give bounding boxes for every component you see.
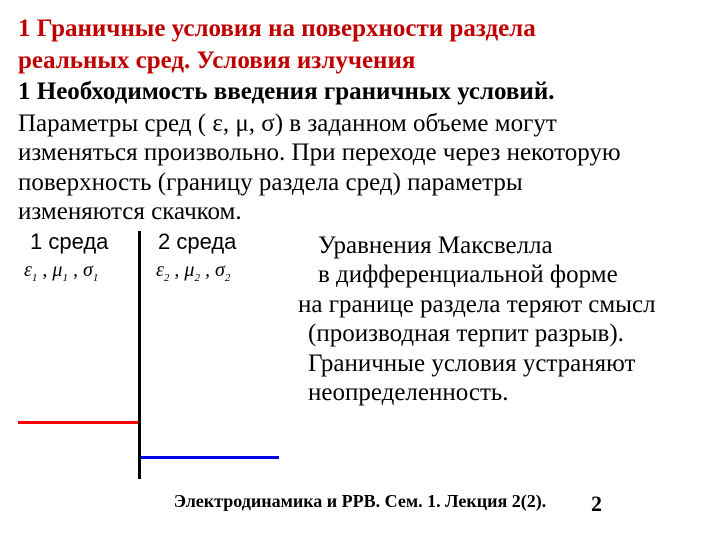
lower-row: 1 среда 2 среда ε1 , μ1 , σ1 ε2 , μ2 , σ…	[18, 231, 702, 491]
right-text-block: Уравнения Максвелла в дифференциальной ф…	[278, 231, 702, 408]
level-line-left	[18, 421, 138, 424]
right-line-3: на границе раздела теряют смысл	[278, 290, 702, 320]
right-line-6: неопределенность.	[278, 378, 702, 408]
body-line-3: поверхность (границу раздела сред) парам…	[18, 168, 702, 198]
body-line-2: изменяться произвольно. При переходе чер…	[18, 138, 702, 168]
label-medium-2: 2 среда	[158, 229, 236, 255]
footer-text: Электродинамика и РРВ. Сем. 1. Лекция 2(…	[174, 491, 547, 511]
right-line-5: Граничные условия устраняют	[278, 349, 702, 379]
level-line-right	[141, 456, 279, 459]
subtitle: 1 Необходимость введения граничных услов…	[18, 77, 702, 107]
footer: Электродинамика и РРВ. Сем. 1. Лекция 2(…	[18, 491, 702, 512]
params-right: ε2 , μ2 , σ2	[156, 259, 230, 284]
boundary-line	[138, 231, 141, 479]
params-left: ε1 , μ1 , σ1	[24, 259, 98, 284]
label-medium-1: 1 среда	[30, 229, 108, 255]
body-line-4: изменяются скачком.	[18, 197, 702, 227]
right-line-4: (производная терпит разрыв).	[278, 319, 702, 349]
boundary-diagram: 1 среда 2 среда ε1 , μ1 , σ1 ε2 , μ2 , σ…	[18, 231, 278, 491]
right-line-1: Уравнения Максвелла	[278, 231, 702, 261]
title-line-2: реальных сред. Условия излучения	[18, 46, 702, 76]
page-number: 2	[591, 491, 602, 517]
right-line-2: в дифференциальной форме	[278, 260, 702, 290]
body-line-1: Параметры сред ( ε, μ, σ) в заданном объ…	[18, 109, 702, 139]
title-line-1: 1 Граничные условия на поверхности разде…	[18, 14, 702, 44]
